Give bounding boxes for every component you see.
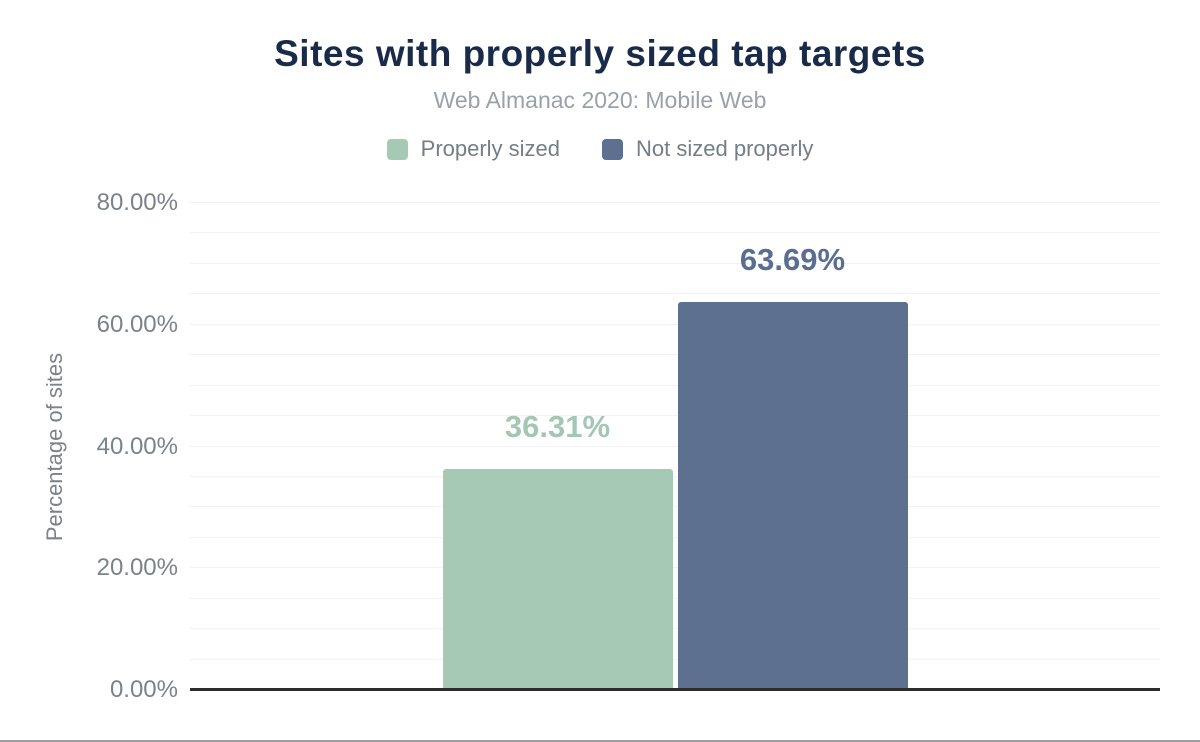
- x-axis-line: [190, 688, 1160, 691]
- bar-value-label: 36.31%: [504, 408, 611, 444]
- y-axis-title: Percentage of sites: [42, 352, 67, 542]
- legend-item-not-sized-properly: Not sized properly: [602, 136, 813, 162]
- gridline: [190, 475, 1160, 477]
- bar-properly-sized[interactable]: [442, 468, 673, 690]
- y-tick-label: 60.00%: [96, 310, 178, 338]
- legend-label-properly-sized: Properly sized: [420, 136, 561, 161]
- bar-not-sized-properly[interactable]: [677, 302, 908, 690]
- plot-area: 0.00% 20.00% 40.00% 60.00% 80.00% 36.31% 63.69…: [97, 189, 1160, 703]
- gridline: [190, 536, 1160, 538]
- gridline: [190, 384, 1160, 386]
- gridline: [190, 597, 1160, 599]
- chart-subtitle: Web Almanac 2020: Mobile Web: [433, 87, 767, 113]
- legend-label-not-sized-properly: Not sized properly: [636, 136, 814, 161]
- y-tick-label: 80.00%: [96, 189, 178, 216]
- gridline: [190, 232, 1160, 234]
- gridline: [190, 354, 1160, 356]
- gridline: [190, 628, 1160, 630]
- legend: Properly sized Not sized properly: [0, 136, 1200, 162]
- gridline: [190, 293, 1160, 295]
- gridline: [190, 262, 1160, 264]
- gridline: [190, 202, 1160, 203]
- gridline: [190, 323, 1160, 325]
- chart-title: Sites with properly sized tap targets: [274, 33, 926, 74]
- gridline: [190, 445, 1160, 447]
- gridline: [190, 567, 1160, 569]
- gridline: [190, 658, 1160, 660]
- gridline: [190, 506, 1160, 508]
- y-tick-label: 40.00%: [96, 432, 178, 460]
- y-tick-label: 0.00%: [109, 676, 178, 703]
- gridline: [190, 415, 1160, 417]
- y-tick-label: 20.00%: [96, 554, 178, 582]
- bar-value-label: 63.69%: [739, 242, 846, 278]
- legend-item-properly-sized: Properly sized: [386, 136, 561, 162]
- legend-swatch-not-sized-properly-icon: [602, 138, 624, 160]
- legend-swatch-properly-sized-icon: [386, 138, 408, 160]
